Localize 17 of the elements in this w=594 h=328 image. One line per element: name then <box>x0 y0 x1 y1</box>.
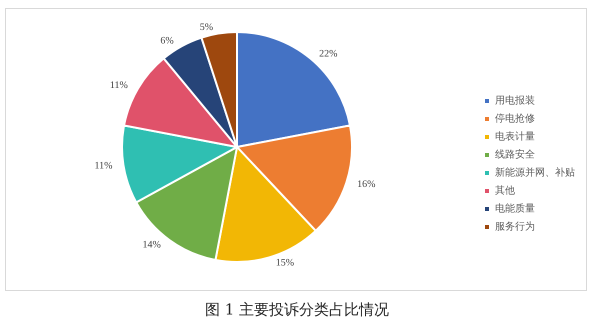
data-label: 11% <box>110 80 128 91</box>
legend-label: 电表计量 <box>495 130 535 142</box>
legend-label: 停电抢修 <box>495 112 535 124</box>
legend-label: 线路安全 <box>495 148 535 160</box>
legend-label: 新能源并网、补贴 <box>495 166 575 178</box>
text: 图 1 主要投诉分类占比情况 <box>204 300 390 318</box>
data-label: 15% <box>276 258 294 269</box>
data-label: 11% <box>94 160 112 172</box>
data-label: 6% <box>160 35 174 46</box>
legend-label: 其他 <box>495 184 515 196</box>
legend-label: 用电报装 <box>495 94 535 106</box>
data-label: 5% <box>200 22 214 33</box>
data-label: 22% <box>319 48 338 60</box>
legend-label: 电能质量 <box>495 202 535 214</box>
data-label: 16% <box>357 178 376 190</box>
data-label: 14% <box>142 239 161 250</box>
legend-label: 服务行为 <box>495 220 535 232</box>
